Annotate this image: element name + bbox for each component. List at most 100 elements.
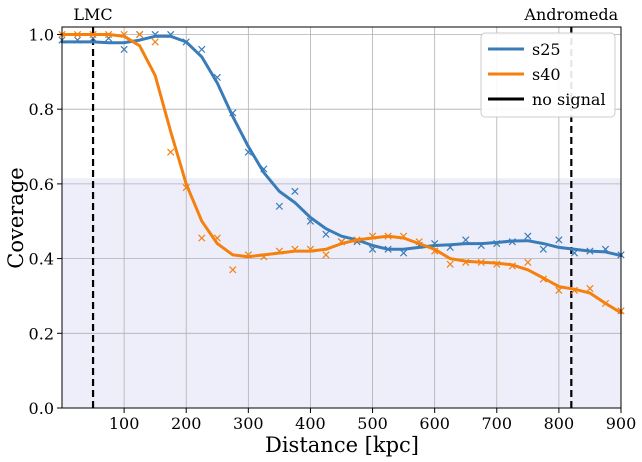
marker-s40 [120, 30, 128, 39]
marker-stroke [213, 234, 221, 242]
marker-stroke [306, 217, 315, 225]
x-tick-label: 300 [233, 414, 264, 433]
marker-s25 [508, 238, 516, 246]
marker-s25 [151, 30, 159, 39]
legend-label-no-signal: no signal [532, 90, 606, 109]
marker-stroke [260, 165, 268, 173]
annotation-andromeda: Andromeda [523, 5, 618, 24]
marker-s25 [384, 245, 392, 253]
y-tick-label: 0.4 [29, 250, 54, 269]
marker-s40 [337, 238, 346, 246]
marker-stroke [275, 247, 284, 255]
marker-s25 [601, 245, 610, 253]
marker-stroke [555, 286, 563, 294]
marker-stroke [244, 251, 252, 259]
marker-s25 [260, 165, 268, 173]
marker-s25 [539, 245, 547, 253]
marker-stroke [136, 30, 144, 39]
marker-s40 [539, 275, 547, 283]
marker-stroke [570, 249, 579, 257]
marker-s25 [229, 109, 237, 117]
marker-stroke [384, 245, 392, 253]
marker-stroke [151, 30, 159, 39]
marker-stroke [167, 30, 175, 39]
marker-s25 [306, 217, 315, 225]
marker-stroke [306, 245, 315, 253]
marker-stroke [384, 232, 392, 240]
marker-stroke [508, 238, 516, 246]
marker-s40 [182, 183, 190, 192]
marker-stroke [399, 232, 408, 240]
marker-s40 [368, 232, 377, 240]
marker-stroke [120, 45, 128, 54]
vline-layer: LMC Andromeda [73, 5, 619, 408]
marker-stroke [73, 30, 82, 39]
marker-s40 [555, 286, 563, 294]
marker-s25 [399, 249, 408, 257]
marker-stroke [446, 260, 454, 268]
marker-stroke [291, 187, 299, 195]
x-tick-label: 600 [419, 414, 450, 433]
marker-stroke [73, 36, 82, 44]
y-tick-label: 0.0 [29, 399, 54, 418]
axes-layer [61, 26, 622, 409]
marker-s40 [244, 251, 252, 259]
marker-s40 [213, 234, 221, 242]
marker-stroke [198, 234, 206, 242]
tick-layer: 100 200 300 400 500 600 700 800 900 0.0 0.2 0.4 0.6 0… [29, 25, 637, 433]
marker-s40 [462, 258, 470, 266]
marker-s40 [446, 260, 454, 268]
marker-s40 [136, 30, 144, 39]
marker-s25 [524, 232, 532, 240]
marker-s40 [570, 286, 579, 294]
marker-stroke [244, 148, 252, 156]
x-tick-label: 200 [171, 414, 202, 433]
marker-stroke [120, 30, 128, 39]
marker-s25 [213, 73, 221, 82]
marker-s40 [431, 247, 439, 255]
marker-s25 [73, 36, 82, 44]
marker-stroke [477, 258, 485, 266]
marker-stroke [229, 266, 237, 274]
marker-stroke [368, 232, 377, 240]
marker-stroke [601, 245, 610, 253]
marker-s25 [275, 202, 284, 210]
series-line-s40 [60, 33, 623, 315]
marker-s25 [555, 236, 563, 244]
marker-stroke [198, 45, 206, 54]
x-tick-label: 800 [544, 414, 575, 433]
marker-s25 [244, 148, 252, 156]
shaded-band [62, 178, 621, 408]
x-tick-label: 400 [295, 414, 326, 433]
marker-stroke [291, 245, 299, 253]
shaded-band-layer [62, 178, 621, 408]
marker-stroke [368, 245, 377, 253]
annotation-lmc: LMC [73, 5, 112, 24]
marker-stroke [275, 202, 284, 210]
marker-stroke [182, 38, 190, 46]
marker-s40 [508, 262, 516, 270]
marker-s25 [477, 241, 485, 250]
marker-stroke [524, 232, 532, 240]
x-tick-label: 700 [482, 414, 513, 433]
marker-s40 [493, 260, 501, 268]
marker-stroke [493, 240, 501, 248]
marker-s40 [260, 253, 268, 261]
marker-s25 [586, 247, 594, 255]
marker-stroke [399, 249, 408, 257]
marker-stroke [89, 30, 97, 39]
marker-s40 [353, 236, 361, 244]
marker-stroke [415, 238, 423, 246]
marker-s40 [601, 299, 610, 308]
y-axis-label: Coverage [4, 167, 28, 268]
marker-s25 [198, 45, 206, 54]
legend-box [480, 32, 616, 118]
marker-s40 [384, 232, 392, 240]
marker-stroke [524, 258, 532, 266]
marker-stroke [539, 275, 547, 283]
marker-s40 [73, 30, 82, 39]
x-tick-label: 500 [357, 414, 388, 433]
marker-s40 [524, 258, 532, 266]
y-tick-label: 0.2 [29, 324, 54, 343]
